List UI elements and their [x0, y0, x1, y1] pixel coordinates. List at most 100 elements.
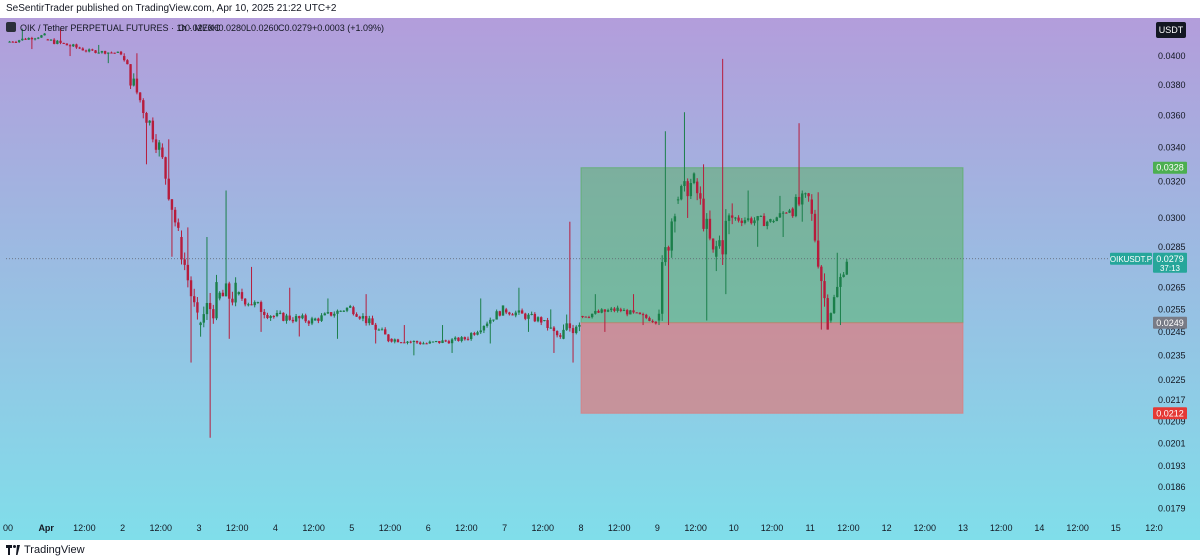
- candle-body[interactable]: [769, 219, 772, 222]
- candle-body[interactable]: [310, 318, 314, 324]
- candle-body[interactable]: [396, 339, 400, 343]
- candle-body[interactable]: [746, 218, 750, 221]
- candle-body[interactable]: [59, 40, 62, 43]
- candle-body[interactable]: [205, 302, 209, 315]
- candle-body[interactable]: [256, 302, 260, 304]
- candle-body[interactable]: [361, 316, 365, 319]
- candle-body[interactable]: [288, 315, 291, 320]
- candle-body[interactable]: [358, 316, 361, 319]
- candle-body[interactable]: [180, 237, 183, 260]
- candle-body[interactable]: [600, 309, 603, 313]
- candle-body[interactable]: [559, 335, 562, 337]
- candle-body[interactable]: [625, 310, 629, 315]
- candle-body[interactable]: [616, 307, 619, 311]
- candle-body[interactable]: [320, 315, 323, 321]
- candle-body[interactable]: [743, 220, 747, 223]
- candle-body[interactable]: [842, 274, 845, 277]
- candle-body[interactable]: [336, 310, 339, 314]
- candle-body[interactable]: [107, 52, 110, 54]
- candle-body[interactable]: [253, 302, 256, 306]
- candle-body[interactable]: [791, 208, 794, 217]
- candle-body[interactable]: [247, 304, 250, 306]
- candle-body[interactable]: [364, 316, 368, 324]
- candle-body[interactable]: [11, 41, 14, 43]
- candle-body[interactable]: [110, 52, 113, 54]
- candle-body[interactable]: [705, 218, 708, 229]
- candle-body[interactable]: [463, 337, 467, 340]
- candle-body[interactable]: [228, 283, 231, 299]
- chart-area[interactable]: 0.0400 0.0380 0.0360 0.0340 0.0320 0.0300 0.02…: [0, 18, 1200, 540]
- candle-body[interactable]: [21, 38, 24, 41]
- candle-body[interactable]: [84, 50, 88, 52]
- candle-body[interactable]: [132, 78, 135, 86]
- candle-body[interactable]: [355, 314, 358, 317]
- candle-body[interactable]: [374, 324, 377, 330]
- candle-body[interactable]: [581, 316, 584, 318]
- candle-body[interactable]: [676, 199, 680, 201]
- candle-body[interactable]: [186, 264, 190, 281]
- candle-body[interactable]: [323, 313, 326, 316]
- candle-body[interactable]: [158, 142, 161, 150]
- candle-body[interactable]: [333, 313, 336, 316]
- candle-body[interactable]: [113, 52, 116, 54]
- candle-body[interactable]: [571, 328, 575, 334]
- candle-body[interactable]: [753, 220, 756, 224]
- candle-body[interactable]: [689, 183, 693, 197]
- candle-body[interactable]: [845, 261, 849, 275]
- candle-body[interactable]: [75, 44, 78, 48]
- candle-body[interactable]: [648, 317, 651, 321]
- candle-body[interactable]: [151, 120, 155, 140]
- candle-body[interactable]: [536, 317, 540, 322]
- candle-body[interactable]: [72, 44, 75, 47]
- candle-body[interactable]: [234, 282, 237, 303]
- candle-body[interactable]: [438, 341, 441, 344]
- candle-body[interactable]: [638, 312, 642, 315]
- candle-body[interactable]: [237, 292, 240, 295]
- candle-body[interactable]: [737, 217, 740, 221]
- candle-body[interactable]: [533, 313, 537, 322]
- candle-body[interactable]: [597, 310, 600, 313]
- candle-body[interactable]: [673, 216, 677, 222]
- candle-body[interactable]: [527, 314, 530, 319]
- candle-body[interactable]: [575, 326, 578, 334]
- candle-body[interactable]: [683, 181, 686, 187]
- candle-body[interactable]: [167, 178, 170, 200]
- candle-body[interactable]: [415, 340, 419, 343]
- candle-body[interactable]: [183, 259, 186, 265]
- candle-body[interactable]: [304, 315, 307, 322]
- candle-body[interactable]: [460, 337, 463, 341]
- candle-body[interactable]: [177, 222, 180, 228]
- candle-body[interactable]: [762, 215, 766, 227]
- candle-body[interactable]: [594, 310, 597, 314]
- candle-body[interactable]: [801, 193, 804, 205]
- candle-body[interactable]: [243, 298, 247, 305]
- candle-body[interactable]: [399, 342, 403, 344]
- candle-body[interactable]: [122, 56, 126, 61]
- candle-body[interactable]: [78, 47, 81, 49]
- candle-body[interactable]: [49, 39, 53, 41]
- currency-badge[interactable]: [1156, 22, 1186, 38]
- candle-body[interactable]: [524, 313, 527, 319]
- candle-body[interactable]: [56, 40, 59, 44]
- candle-body[interactable]: [103, 51, 107, 54]
- candle-body[interactable]: [43, 33, 46, 36]
- candle-body[interactable]: [501, 305, 505, 316]
- candle-body[interactable]: [275, 312, 279, 317]
- candle-body[interactable]: [380, 329, 384, 331]
- candle-body[interactable]: [215, 282, 218, 319]
- candle-body[interactable]: [68, 45, 72, 47]
- candle-body[interactable]: [352, 307, 355, 315]
- candle-body[interactable]: [349, 306, 352, 308]
- candle-body[interactable]: [724, 220, 728, 255]
- candle-body[interactable]: [740, 220, 743, 223]
- candle-body[interactable]: [384, 329, 387, 335]
- candle-body[interactable]: [94, 50, 97, 53]
- candle-body[interactable]: [568, 323, 572, 329]
- candle-body[interactable]: [622, 310, 626, 312]
- candle-body[interactable]: [329, 312, 333, 316]
- candle-body[interactable]: [619, 309, 622, 311]
- candle-body[interactable]: [444, 340, 447, 342]
- candle-body[interactable]: [272, 316, 276, 318]
- candle-body[interactable]: [27, 37, 30, 40]
- candle-body[interactable]: [454, 337, 457, 340]
